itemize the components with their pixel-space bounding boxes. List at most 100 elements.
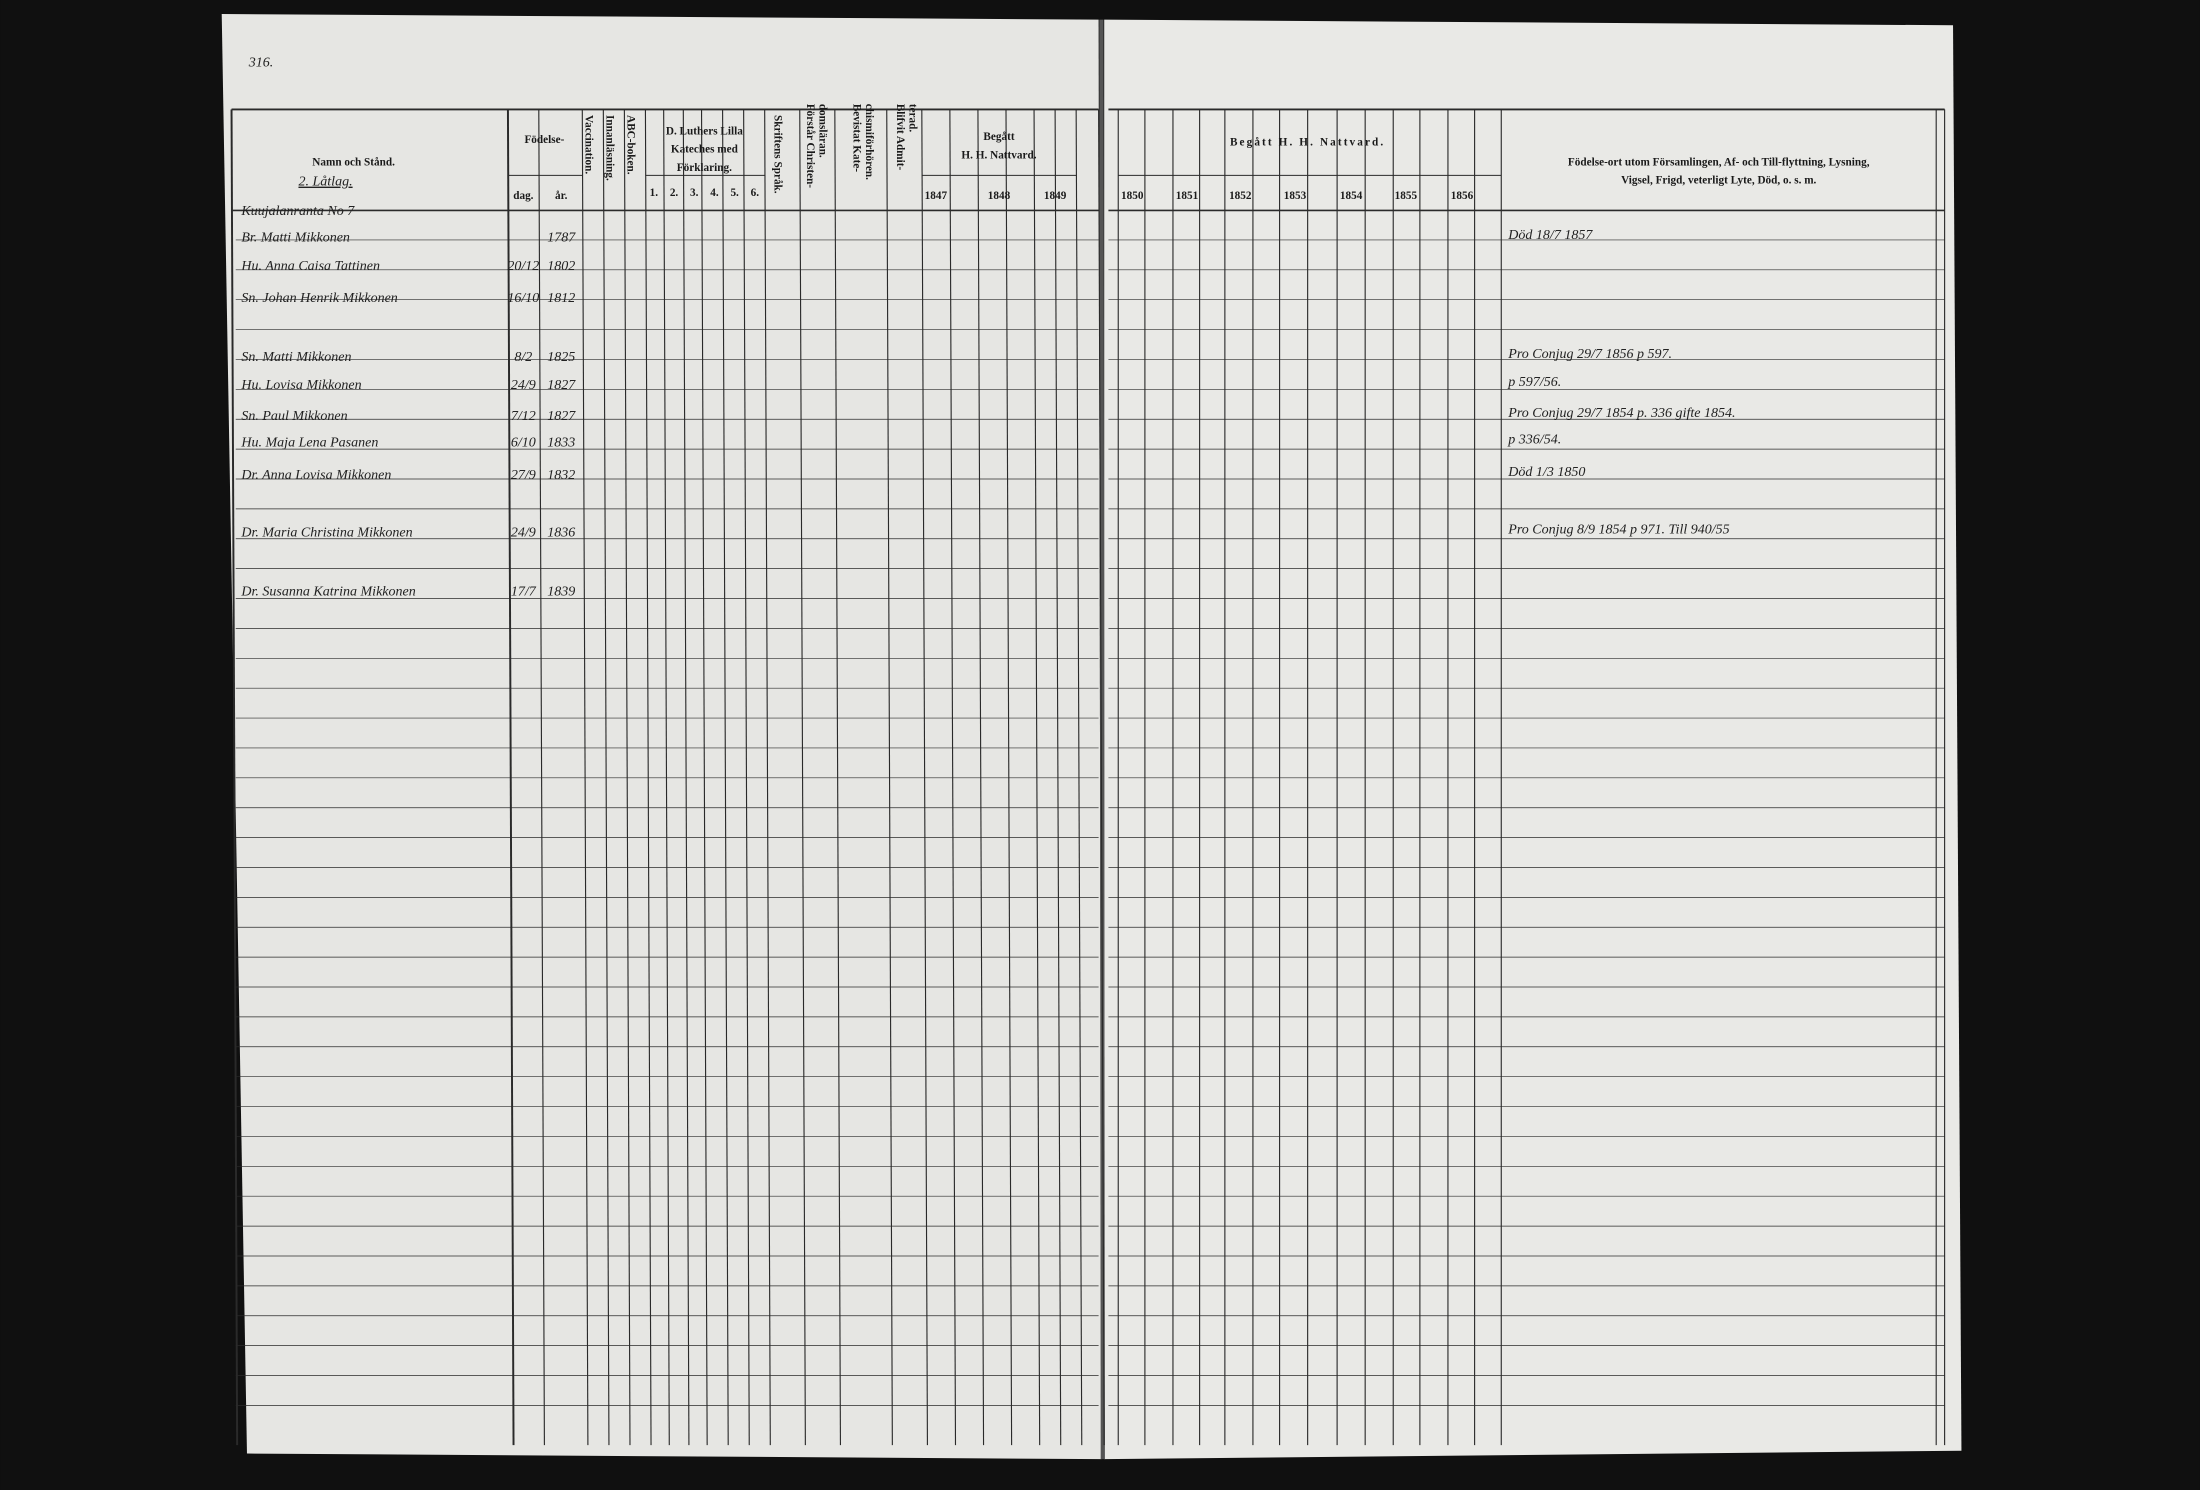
label: 6/10	[511, 435, 536, 451]
label: 1847	[925, 190, 948, 202]
label: domsläran.	[817, 104, 829, 158]
rule	[506, 109, 515, 1446]
label: 1854	[1340, 190, 1363, 202]
label: 1832	[547, 467, 575, 483]
label: 27/9	[511, 467, 536, 483]
label: 1851	[1176, 190, 1199, 202]
rule	[538, 109, 545, 1446]
label: Br. Matti Mikkonen	[241, 230, 350, 246]
label: 1802	[547, 258, 575, 274]
left-page	[221, 14, 1102, 1460]
label: ABC-boken.	[624, 115, 636, 175]
label: Dr. Maria Christina Mikkonen	[240, 524, 412, 540]
rule	[644, 109, 652, 1446]
rule	[682, 109, 690, 1446]
rule	[230, 109, 239, 1446]
rule	[799, 109, 806, 1446]
label: 24/9	[511, 524, 536, 540]
label: Dr. Susanna Katrina Mikkonen	[240, 583, 415, 599]
rule	[977, 109, 985, 1446]
rule	[700, 109, 708, 1446]
label: 24/9	[511, 377, 536, 393]
label: Vaccination.	[582, 115, 594, 174]
label: 1855	[1395, 190, 1418, 202]
label: Hu. Lovisa Mikkonen	[240, 377, 361, 393]
rule	[949, 109, 957, 1446]
label: Pro Conjug 29/7 1854 p. 336 gifte 1854.	[1507, 405, 1735, 421]
right-page	[1104, 19, 1962, 1460]
label: Förklaring.	[677, 162, 732, 174]
label: 20/12	[507, 258, 539, 274]
book-gutter	[1099, 19, 1105, 1460]
label: 1833	[547, 435, 575, 451]
rule	[602, 109, 610, 1446]
label: Förstår Christen-	[804, 104, 816, 188]
rule	[1098, 109, 1105, 1446]
rule	[834, 109, 842, 1446]
rule	[921, 109, 928, 1446]
label: D. Luthers Lilla	[666, 125, 743, 137]
label: Pro Conjug 8/9 1854 p 971. Till 940/55	[1507, 522, 1729, 538]
label: Kateches med	[671, 144, 739, 156]
label: 1836	[547, 524, 575, 540]
label: Blifvit Admit-	[894, 104, 906, 171]
label: Begått H. H. Nattvard.	[1230, 137, 1385, 149]
label: 5.	[730, 187, 739, 199]
label: 8/2	[514, 349, 532, 365]
label: 1856	[1451, 190, 1474, 202]
label: 6.	[751, 187, 760, 199]
label: Död 18/7 1857	[1507, 227, 1593, 243]
label: 2. Låtlag.	[298, 174, 352, 190]
label: Pro Conjug 29/7 1856 p 597.	[1507, 346, 1672, 362]
label: Innanläsning.	[603, 115, 615, 181]
ruling	[230, 108, 1946, 1446]
label: 2.	[670, 187, 679, 199]
label: 1852	[1229, 190, 1252, 202]
label: Sn. Paul Mikkonen	[241, 408, 347, 424]
rule	[1005, 109, 1013, 1446]
label: 1825	[547, 349, 575, 365]
label: Vigsel, Frigd, veterligt Lyte, Död, o. s…	[1621, 175, 1816, 187]
label: H. H. Nattvard.	[961, 149, 1036, 161]
label: chismiförhören.	[863, 104, 875, 180]
rule	[1033, 109, 1041, 1446]
label: dag.	[513, 190, 533, 202]
label: 1849	[1044, 190, 1067, 202]
label: 1853	[1284, 190, 1307, 202]
label: 1839	[547, 583, 575, 599]
label: 1827	[547, 408, 576, 424]
label: Bevistat Kate-	[850, 104, 862, 172]
label: Födelse-	[524, 134, 564, 146]
label: 1850	[1121, 190, 1144, 202]
label: 17/7	[511, 583, 537, 599]
label: Hu. Anna Caisa Tattinen	[240, 258, 380, 274]
label: Kuujalanranta No 7	[240, 203, 355, 219]
label: 316.	[248, 54, 274, 70]
label: p 597/56.	[1507, 374, 1561, 390]
rule	[663, 109, 670, 1446]
label: 16/10	[507, 290, 539, 306]
label: Begått	[983, 131, 1014, 143]
rule	[1075, 109, 1083, 1446]
rule	[623, 109, 631, 1446]
label: 1827	[547, 377, 576, 393]
label: 4.	[710, 187, 719, 199]
label: p 336/54.	[1507, 432, 1561, 448]
label: 1848	[988, 190, 1011, 202]
label: 3.	[690, 187, 699, 199]
rule	[886, 109, 893, 1446]
label: Hu. Maja Lena Pasanen	[240, 435, 378, 451]
label: terad.	[906, 104, 918, 133]
label: Födelse-ort utom Församlingen, Af- och T…	[1568, 156, 1870, 168]
label: Död 1/3 1850	[1507, 464, 1585, 480]
label: Dr. Anna Lovisa Mikkonen	[240, 467, 391, 483]
rule	[722, 109, 729, 1446]
rule	[581, 109, 589, 1446]
rule	[743, 109, 750, 1446]
label: 7/12	[511, 408, 536, 424]
rule	[1054, 109, 1062, 1446]
texts: 316. Namn och Stånd. Födelse-dag. år. Vaccin…	[240, 54, 1869, 599]
label: Sn. Johan Henrik Mikkonen	[241, 290, 397, 306]
label: år.	[555, 190, 568, 202]
